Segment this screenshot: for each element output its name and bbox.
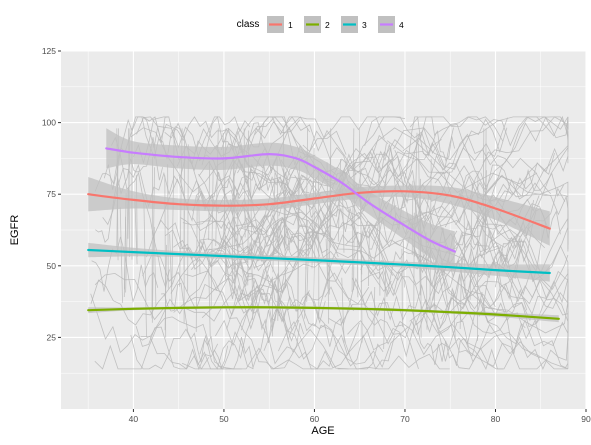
y-tick-label: 125 [42, 46, 56, 56]
x-tick-label: 90 [581, 414, 591, 424]
x-tick-label: 50 [219, 414, 229, 424]
y-tick-label: 50 [47, 261, 57, 271]
trajectory-line [421, 179, 422, 338]
y-tick-label: 75 [47, 189, 57, 199]
legend: class 1 2 3 4 [237, 16, 404, 33]
y-axis-label: EGFR [9, 215, 21, 246]
legend-label-class-4: 4 [399, 20, 404, 30]
trajectory-line [357, 240, 358, 297]
x-tick-label: 80 [491, 414, 501, 424]
x-tick-label: 60 [310, 414, 320, 424]
y-tick-label: 25 [47, 332, 57, 342]
legend-label-class-2: 2 [325, 20, 330, 30]
legend-keys: 1 2 3 4 [267, 16, 404, 33]
legend-label-class-3: 3 [362, 20, 367, 30]
legend-label-class-1: 1 [288, 20, 293, 30]
x-tick-label: 70 [400, 414, 410, 424]
x-tick-label: 40 [129, 414, 139, 424]
x-axis-label: AGE [311, 425, 334, 437]
y-axis-ticks: 25 50 75 100 125 [42, 46, 61, 342]
legend-title: class [237, 19, 260, 30]
y-tick-label: 100 [42, 118, 56, 128]
x-axis-ticks: 40 50 60 70 80 90 [129, 409, 591, 424]
